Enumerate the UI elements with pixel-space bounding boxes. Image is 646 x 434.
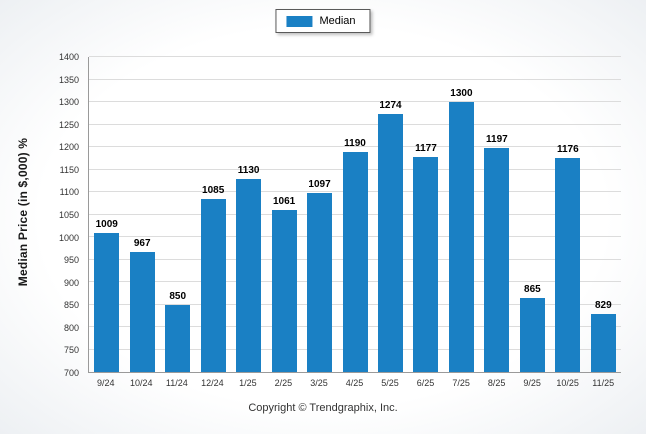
bar-value-label: 1009	[95, 218, 118, 230]
bar-value-label: 850	[169, 290, 187, 302]
bar-4/25	[342, 151, 368, 372]
bar-value-label: 1097	[308, 179, 331, 191]
gridline	[89, 146, 621, 147]
bar-value-label: 1177	[415, 143, 437, 155]
bar-7/25	[448, 102, 474, 372]
bar-value-label: 829	[594, 299, 612, 311]
bar-5/25	[377, 113, 403, 372]
bar-11/24	[165, 304, 191, 372]
gridline	[89, 56, 621, 57]
bar-1/25	[236, 178, 262, 372]
bar-cell: 1130	[231, 57, 266, 372]
y-tick-label: 800	[63, 322, 79, 333]
bar-value-label: 1085	[202, 184, 225, 196]
gridline	[89, 123, 621, 125]
y-tick-label: 1350	[58, 74, 79, 85]
legend-label: Median	[319, 15, 356, 27]
x-tick-label: 9/25	[523, 378, 541, 388]
bar-value-label: 1176	[556, 143, 579, 155]
bar-cell: 850	[160, 57, 195, 372]
y-tick-label: 1300	[58, 97, 79, 108]
y-tick-label: 1050	[58, 210, 79, 220]
x-tick-label: 11/25	[592, 378, 615, 388]
y-tick-label: 700	[63, 368, 79, 378]
x-tick-label: 12/24	[201, 378, 224, 388]
y-tick-label: 750	[63, 345, 79, 356]
bar-cell: 1097	[302, 57, 337, 372]
y-tick-label: 1250	[58, 119, 79, 130]
bar-cell: 1177	[408, 57, 443, 372]
bar-2/25	[271, 209, 297, 372]
bar-cell: 1061	[266, 57, 301, 372]
x-tick-label: 5/25	[381, 378, 399, 388]
legend: Median	[275, 9, 371, 33]
x-tick-label: 2/25	[274, 378, 293, 388]
bar-10/25	[555, 157, 581, 372]
bar-cell: 1300	[444, 57, 479, 372]
x-tick-label: 6/25	[416, 378, 435, 388]
bar-cell: 967	[124, 57, 159, 372]
bar-8/25	[484, 148, 510, 372]
gridline	[89, 101, 621, 102]
bar-cell: 1197	[479, 57, 514, 372]
y-tick-label: 1200	[58, 142, 79, 153]
y-axis-ticks: 700 750 800 850 900 950 1000 1050 1100 1150 1200 12…	[42, 52, 84, 378]
bar-value-label: 1300	[450, 88, 473, 99]
bar-cell: 1176	[550, 57, 585, 372]
copyright-text: Copyright © Trendgraphix, Inc.	[248, 402, 398, 414]
bar-cell: 865	[515, 57, 550, 372]
plot-area: 1009 967 850 1085 1130 1061 1097 1190 1274 1177 13…	[88, 56, 621, 373]
bar-11/25	[590, 313, 616, 372]
bar-9/24	[94, 232, 120, 372]
bar-value-label: 967	[133, 237, 151, 249]
bar-value-label: 1274	[379, 99, 402, 111]
y-tick-label: 1100	[59, 187, 79, 198]
gridline	[89, 78, 621, 80]
y-tick-label: 1150	[59, 164, 79, 175]
bar-value-label: 865	[524, 283, 541, 295]
bar-cell: 1190	[337, 57, 372, 372]
bar-12/24	[200, 198, 226, 372]
x-tick-label: 3/25	[310, 378, 328, 388]
x-tick-label: 11/24	[165, 378, 188, 388]
bar-9/25	[519, 297, 545, 372]
bar-value-label: 1061	[272, 195, 296, 207]
bar-cell: 1009	[89, 57, 124, 372]
x-tick-label: 10/25	[556, 378, 579, 388]
bar-10/24	[129, 251, 155, 372]
x-tick-label: 10/24	[130, 378, 153, 388]
legend-swatch-median	[286, 15, 313, 27]
y-tick-label: 950	[63, 255, 79, 266]
bar-3/25	[307, 193, 333, 372]
x-tick-label: 1/25	[239, 378, 257, 388]
x-tick-label: 4/25	[345, 378, 364, 388]
y-axis-title: Median Price (in $,000) %	[16, 137, 30, 287]
bar-value-label: 1197	[486, 134, 508, 146]
y-tick-label: 1000	[58, 232, 79, 243]
x-tick-label: 9/24	[97, 378, 115, 388]
y-tick-label: 850	[63, 300, 79, 311]
x-tick-label: 8/25	[487, 378, 506, 388]
bar-cell: 1274	[373, 57, 408, 372]
bar-value-label: 1190	[344, 137, 366, 149]
bar-cell: 829	[586, 57, 621, 372]
y-tick-label: 1400	[58, 52, 79, 62]
bars-layer: 1009 967 850 1085 1130 1061 1097 1190 1274 1177 13…	[89, 57, 621, 372]
y-tick-label: 900	[63, 277, 79, 288]
bar-cell: 1085	[195, 57, 230, 372]
x-axis-ticks: 9/24 10/24 11/24 12/24 1/25 2/25 3/25 4/25 5/25 6…	[88, 378, 621, 388]
bar-value-label: 1130	[237, 164, 260, 176]
bar-6/25	[413, 157, 439, 372]
x-tick-label: 7/25	[452, 378, 470, 388]
